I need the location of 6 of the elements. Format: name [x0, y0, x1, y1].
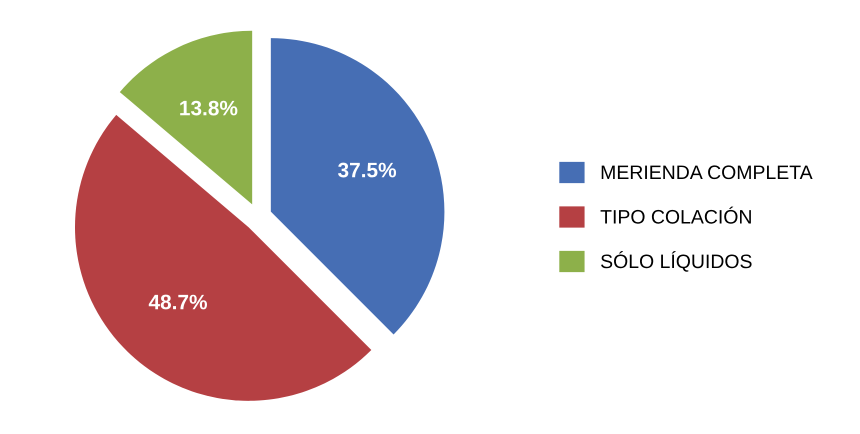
legend-label: SÓLO LÍQUIDOS	[601, 251, 752, 272]
data-label: 13.8%	[180, 100, 238, 116]
data-label: 48.7%	[148, 294, 207, 310]
legend-label: TIPO COLACIÓN	[600, 206, 751, 224]
legend-label: MERIENDA COMPLETA	[602, 165, 813, 180]
data-label: 37.5%	[338, 162, 396, 178]
